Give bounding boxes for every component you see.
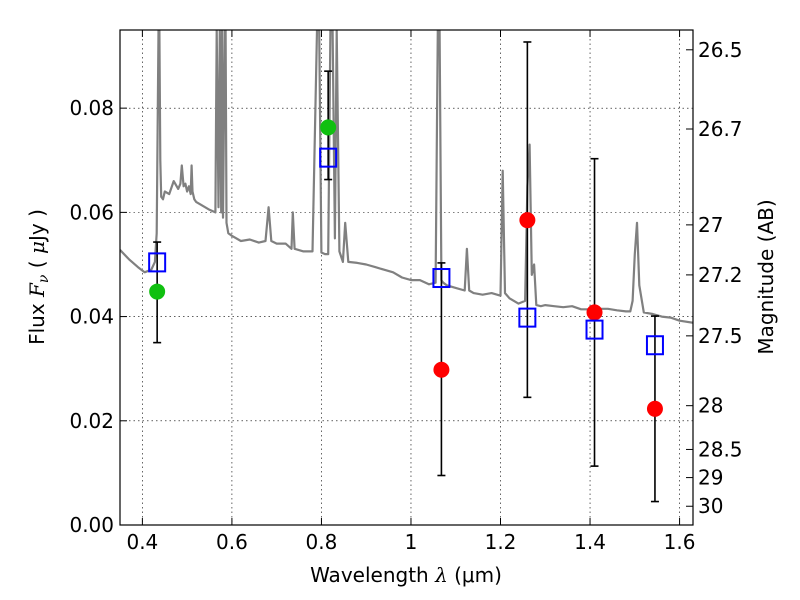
x-tick-label: 0.8 bbox=[306, 530, 338, 554]
sed-template-line bbox=[120, 30, 693, 324]
mag-tick-label: 30 bbox=[698, 494, 723, 518]
y-tick-label: 0.00 bbox=[69, 513, 114, 537]
model-flux-square bbox=[319, 147, 338, 168]
upper-limit-point bbox=[646, 400, 663, 417]
model-flux-square bbox=[518, 307, 537, 328]
mag-tick-label: 28 bbox=[698, 394, 723, 418]
y-tick-label: 0.08 bbox=[69, 96, 114, 120]
mag-tick-label: 27.5 bbox=[698, 324, 743, 348]
y-axis-left: 0.00 0.02 0.04 0.06 0.08 bbox=[69, 96, 127, 537]
model-flux-square bbox=[585, 319, 604, 340]
x-tick-label: 0.4 bbox=[126, 530, 158, 554]
y-tick-label: 0.04 bbox=[69, 305, 114, 329]
x-axis: 0.4 0.6 0.8 1 1.2 1.4 1.6 bbox=[126, 30, 695, 554]
model-flux-square bbox=[148, 252, 167, 273]
mag-tick-label: 26.5 bbox=[698, 38, 743, 62]
plot-area bbox=[120, 30, 693, 503]
model-flux-square bbox=[432, 268, 451, 289]
mag-tick-label: 27.2 bbox=[698, 263, 743, 287]
x-tick-label: 0.6 bbox=[216, 530, 248, 554]
detection-point bbox=[149, 283, 166, 300]
detection-point bbox=[320, 119, 337, 136]
y-axis-right-magnitude: 26.5 26.7 27 27.2 27.5 28 28.5 29 30 bbox=[686, 38, 743, 518]
mag-tick-label: 27 bbox=[698, 213, 723, 237]
mag-tick-label: 26.7 bbox=[698, 117, 743, 141]
x-axis-title: Wavelength λ (μm) bbox=[310, 563, 502, 587]
x-tick-label: 1.4 bbox=[574, 530, 606, 554]
mag-tick-label: 28.5 bbox=[698, 437, 743, 461]
y2-axis-title: Magnitude (AB) bbox=[754, 199, 778, 354]
y-tick-label: 0.06 bbox=[69, 200, 114, 224]
x-tick-label: 1.6 bbox=[664, 530, 696, 554]
model-flux-square bbox=[645, 335, 664, 356]
plot-frame bbox=[119, 29, 694, 526]
grid-lines bbox=[120, 30, 693, 526]
x-tick-label: 1.2 bbox=[485, 530, 517, 554]
y-axis-title: Flux Fν ( μJy ) bbox=[25, 209, 52, 345]
upper-limit-point bbox=[433, 361, 450, 378]
mag-tick-label: 29 bbox=[698, 466, 723, 490]
y-tick-label: 0.02 bbox=[69, 409, 114, 433]
x-tick-label: 1 bbox=[405, 530, 418, 554]
upper-limit-point bbox=[586, 304, 603, 321]
upper-limit-point bbox=[519, 212, 536, 229]
